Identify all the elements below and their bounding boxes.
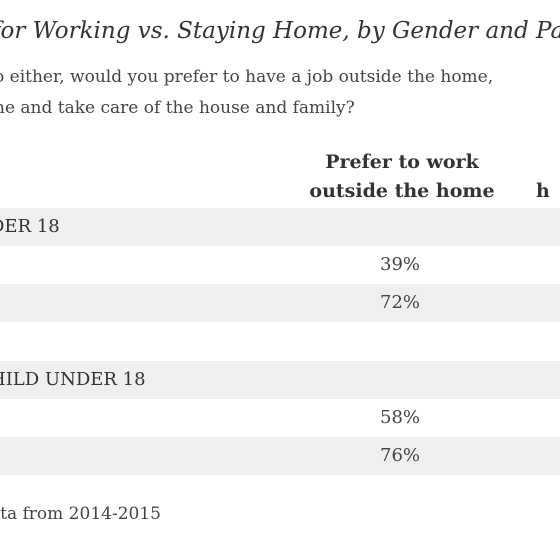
column-header-second-line-2: h	[536, 180, 550, 202]
column-header-second-line-1	[536, 148, 560, 177]
table-row: 76%	[0, 437, 560, 475]
table-row: 58%	[0, 399, 560, 437]
table-row: 72%	[0, 284, 560, 322]
survey-question: o either, would you prefer to have a job…	[0, 62, 493, 124]
column-header-prefer-work: Prefer to work outside the home	[302, 148, 502, 206]
footnote: ata from 2014-2015	[0, 504, 161, 524]
section-header-row: DER 18	[0, 208, 560, 246]
row-value: 72%	[380, 292, 421, 313]
section-header-row: HILD UNDER 18	[0, 361, 560, 399]
section-header-label: DER 18	[0, 216, 60, 237]
row-value: 39%	[380, 254, 421, 275]
column-header-line-2: outside the home	[309, 180, 495, 202]
row-value: 76%	[380, 445, 421, 466]
column-header-second: h	[536, 148, 560, 206]
row-value: 58%	[380, 407, 421, 428]
question-line-1: o either, would you prefer to have a job…	[0, 67, 494, 87]
table-row: 39%	[0, 246, 560, 284]
section-header-label: HILD UNDER 18	[0, 369, 146, 390]
table-title: for Working vs. Staying Home, by Gender …	[0, 18, 560, 44]
column-header-line-1: Prefer to work	[325, 151, 479, 173]
question-line-2: ne and take care of the house and family…	[0, 98, 355, 118]
